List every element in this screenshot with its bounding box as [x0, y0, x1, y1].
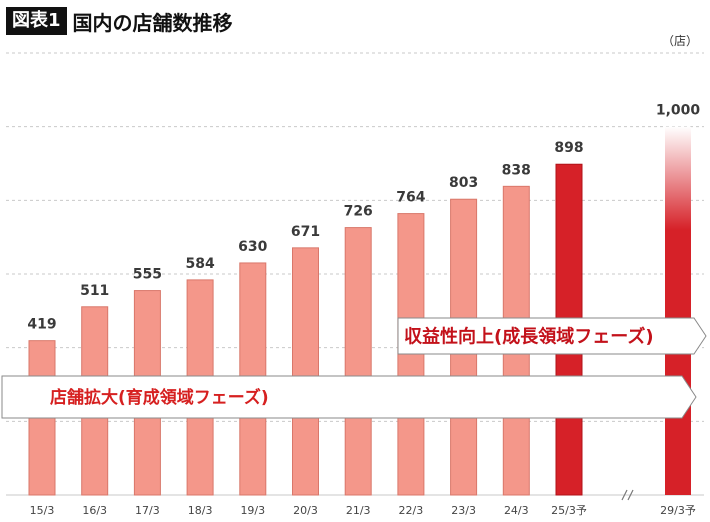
value-label-20/3: 671	[291, 224, 320, 240]
tick-label-22/3: 22/3	[399, 504, 424, 517]
unit-label: （店）	[661, 34, 698, 48]
axis-break-stroke	[627, 489, 634, 501]
tick-label-21/3: 21/3	[346, 504, 371, 517]
bar-21/3	[344, 227, 372, 496]
tick-label-23/3: 23/3	[451, 504, 476, 517]
value-label-22/3: 764	[396, 190, 425, 206]
value-label-29/3予: 1,000	[656, 103, 701, 119]
tick-label-18/3: 18/3	[188, 504, 213, 517]
tick-label-16/3: 16/3	[82, 504, 107, 517]
tick-label-24/3: 24/3	[504, 504, 529, 517]
tick-label-25/3予: 25/3予	[551, 504, 587, 517]
tick-label-20/3: 20/3	[293, 504, 318, 517]
phase-profitability-arrow	[397, 317, 707, 355]
value-label-15/3: 419	[27, 317, 56, 333]
chart-title: 国内の店舗数推移	[72, 10, 233, 35]
phase-expansion-arrow	[1, 375, 697, 419]
title-row: 図表1 国内の店舗数推移	[6, 6, 233, 36]
bar-20/3	[292, 247, 319, 496]
value-label-18/3: 584	[185, 256, 214, 272]
figure-badge: 図表1	[6, 7, 67, 35]
value-label-17/3: 555	[133, 267, 162, 283]
phase-expansion-label: 店舗拡大(育成領域フェーズ)	[50, 387, 269, 408]
value-label-25/3予: 898	[554, 140, 583, 156]
x-tick-labels: 15/3 16/3 17/3 18/3 19/3 20/3 21/3 22/3 23/3 24/3…	[30, 504, 696, 517]
phase-bands: 収益性向上(成長領域フェーズ) 店舗拡大(育成領域フェーズ)	[1, 317, 707, 419]
bar-29/3予	[665, 126, 691, 496]
tick-label-19/3: 19/3	[240, 504, 265, 517]
tick-label-29/3予: 29/3予	[660, 504, 696, 517]
bars	[28, 126, 691, 496]
value-label-23/3: 803	[449, 175, 478, 191]
axis-break-stroke	[621, 489, 628, 501]
phase-profitability-label: 収益性向上(成長領域フェーズ)	[404, 325, 654, 347]
value-label-16/3: 511	[80, 283, 109, 299]
value-labels: 419 511 555 584 630 671 726 764 803 838 898 1,000	[27, 103, 700, 333]
tick-label-15/3: 15/3	[30, 504, 55, 517]
axis-break	[621, 489, 634, 501]
value-label-19/3: 630	[238, 239, 267, 255]
value-label-21/3: 726	[344, 204, 373, 220]
value-label-24/3: 838	[502, 162, 531, 178]
tick-label-17/3: 17/3	[135, 504, 160, 517]
